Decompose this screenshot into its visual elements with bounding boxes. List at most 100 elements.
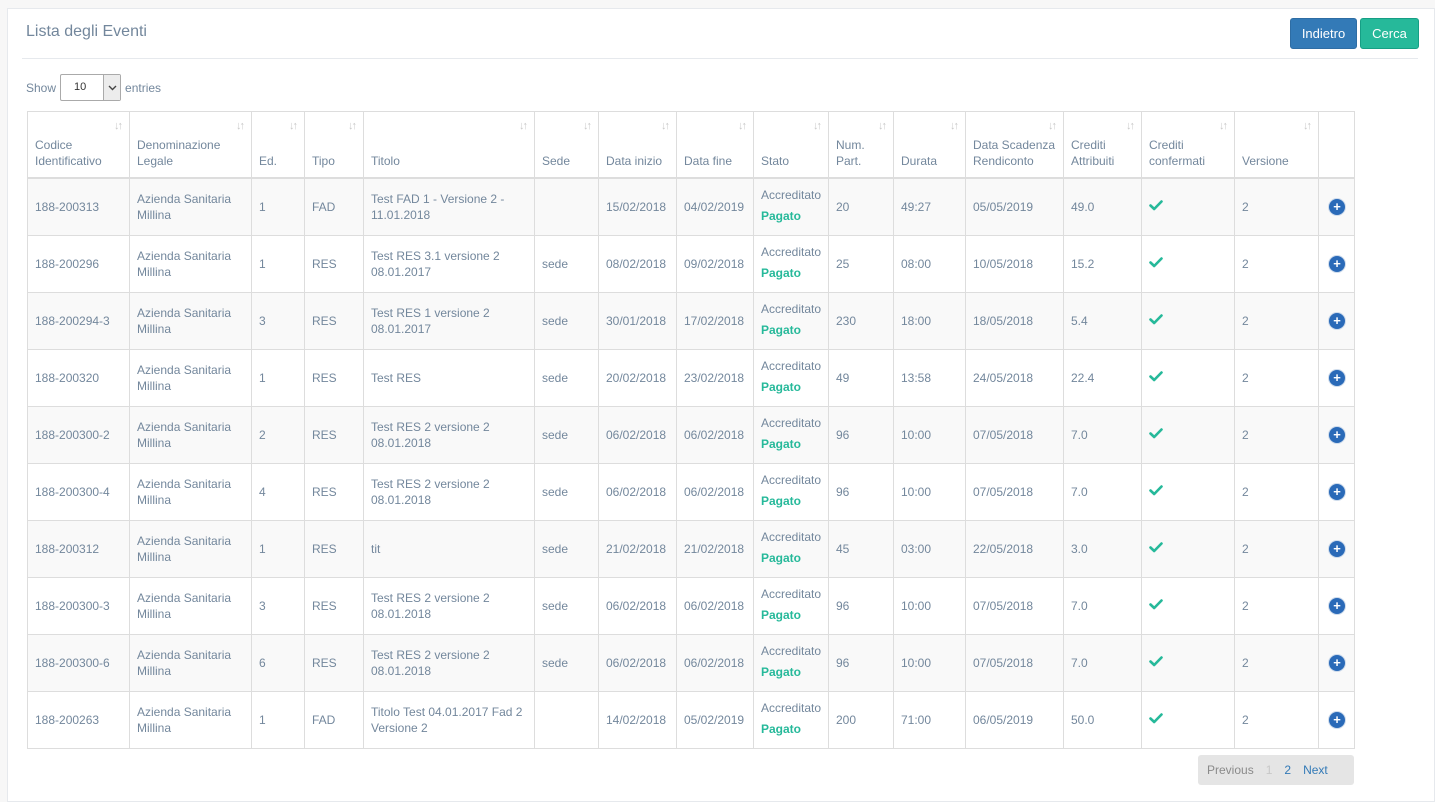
sort-icon: ↓↑: [1048, 120, 1057, 132]
cell-versione: 2: [1234, 520, 1319, 578]
cell-titolo: Test RES 2 versione 2 08.01.2018: [363, 406, 535, 464]
cell-sede: sede: [534, 577, 599, 635]
plus-circle-icon[interactable]: +: [1329, 427, 1345, 443]
table-row: 188-200300-6 Azienda Sanitaria Millina 6 RE…: [27, 634, 1355, 692]
cell-part: 96: [828, 463, 894, 521]
cell-crediti-confermati: [1141, 349, 1235, 407]
column-header[interactable]: Codice Identificativo ↓↑: [27, 111, 130, 179]
cell-stato: Accreditato Pagato: [753, 691, 829, 749]
cell-tipo: RES: [304, 520, 364, 578]
sort-icon: ↓↑: [289, 120, 298, 132]
column-header[interactable]: Data inizio ↓↑: [598, 111, 677, 179]
status-text: Accreditato: [761, 473, 822, 487]
cell-codice: 188-200263: [27, 691, 130, 749]
cell-crediti-confermati: [1141, 463, 1235, 521]
column-header-label: Versione: [1242, 153, 1289, 168]
cell-stato: Accreditato Pagato: [753, 577, 829, 635]
column-header[interactable]: Tipo ↓↑: [304, 111, 364, 179]
column-header-label: Data Scadenza Rendiconto: [973, 137, 1056, 168]
plus-circle-icon[interactable]: +: [1329, 541, 1345, 557]
cell-ed: 1: [251, 520, 305, 578]
payment-status-badge: Pagato: [761, 266, 802, 280]
cell-inizio: 20/02/2018: [598, 349, 677, 407]
column-header[interactable]: Stato ↓↑: [753, 111, 829, 179]
column-header[interactable]: Data Scadenza Rendiconto ↓↑: [965, 111, 1064, 179]
cell-actions: +: [1318, 235, 1355, 293]
column-header-label: Durata: [901, 153, 938, 168]
cell-ed: 1: [251, 235, 305, 293]
payment-status-badge: Pagato: [761, 608, 802, 622]
entries-length-control: Show 10 entries: [26, 74, 161, 101]
cell-fine: 23/02/2018: [676, 349, 754, 407]
status-text: Accreditato: [761, 644, 822, 658]
cell-part: 25: [828, 235, 894, 293]
plus-circle-icon[interactable]: +: [1329, 712, 1345, 728]
pagination: Previous 1 2 Next: [1198, 755, 1354, 785]
column-header[interactable]: Denominazione Legale ↓↑: [129, 111, 252, 179]
payment-status-badge: Pagato: [761, 380, 802, 394]
cell-fine: 05/02/2019: [676, 691, 754, 749]
cell-stato: Accreditato Pagato: [753, 520, 829, 578]
column-header[interactable]: Versione ↓↑: [1234, 111, 1319, 179]
cell-denominazione: Azienda Sanitaria Millina: [129, 177, 252, 236]
cell-crediti-confermati: [1141, 634, 1235, 692]
column-header[interactable]: Ed. ↓↑: [251, 111, 305, 179]
entries-select[interactable]: 10: [60, 74, 122, 101]
previous-page-button[interactable]: Previous: [1207, 763, 1254, 777]
column-header[interactable]: Num. Part. ↓↑: [828, 111, 894, 179]
cell-crediti: 3.0: [1063, 520, 1142, 578]
plus-circle-icon[interactable]: +: [1329, 313, 1345, 329]
plus-circle-icon[interactable]: +: [1329, 370, 1345, 386]
page-1-button[interactable]: 1: [1265, 763, 1273, 777]
cell-durata: 18:00: [893, 292, 966, 350]
cell-versione: 2: [1234, 463, 1319, 521]
cell-ed: 6: [251, 634, 305, 692]
cell-codice: 188-200313: [27, 177, 130, 236]
status-text: Accreditato: [761, 302, 822, 316]
table-row: 188-200300-2 Azienda Sanitaria Millina 2 RE…: [27, 406, 1355, 464]
cell-crediti: 49.0: [1063, 177, 1142, 236]
cell-titolo: Test RES 2 versione 2 08.01.2018: [363, 463, 535, 521]
cell-tipo: RES: [304, 349, 364, 407]
cell-scadenza: 05/05/2019: [965, 177, 1064, 236]
column-header[interactable]: Data fine ↓↑: [676, 111, 754, 179]
plus-circle-icon[interactable]: +: [1329, 256, 1345, 272]
column-header-label: Data inizio: [606, 153, 663, 168]
column-header[interactable]: Sede ↓↑: [534, 111, 599, 179]
table-row: 188-200312 Azienda Sanitaria Millina 1 RES t…: [27, 520, 1355, 578]
cell-titolo: Test RES 2 versione 2 08.01.2018: [363, 634, 535, 692]
cell-ed: 2: [251, 406, 305, 464]
plus-circle-icon[interactable]: +: [1329, 655, 1345, 671]
column-header[interactable]: Durata ↓↑: [893, 111, 966, 179]
column-header[interactable]: Crediti confermati ↓↑: [1141, 111, 1235, 179]
cell-stato: Accreditato Pagato: [753, 177, 829, 236]
page-2-button[interactable]: 2: [1284, 763, 1292, 777]
back-button[interactable]: Indietro: [1290, 18, 1357, 49]
cell-fine: 06/02/2018: [676, 463, 754, 521]
column-header[interactable]: Crediti Attribuiti ↓↑: [1063, 111, 1142, 179]
status-text: Accreditato: [761, 530, 822, 544]
plus-circle-icon[interactable]: +: [1329, 198, 1345, 215]
plus-circle-icon[interactable]: +: [1329, 484, 1345, 500]
cell-sede: sede: [534, 292, 599, 350]
cell-titolo: Test RES 2 versione 2 08.01.2018: [363, 577, 535, 635]
status-text: Accreditato: [761, 701, 822, 715]
cell-denominazione: Azienda Sanitaria Millina: [129, 691, 252, 749]
sort-icon: ↓↑: [1126, 120, 1135, 132]
chevron-down-icon: [103, 75, 121, 100]
cell-denominazione: Azienda Sanitaria Millina: [129, 406, 252, 464]
column-header-label: Crediti Attribuiti: [1071, 137, 1115, 168]
cell-scadenza: 07/05/2018: [965, 406, 1064, 464]
cell-stato: Accreditato Pagato: [753, 463, 829, 521]
next-page-button[interactable]: Next: [1303, 763, 1328, 777]
cell-titolo: Test RES 3.1 versione 2 08.01.2017: [363, 235, 535, 293]
column-header[interactable]: Titolo ↓↑: [363, 111, 535, 179]
cell-inizio: 21/02/2018: [598, 520, 677, 578]
search-button[interactable]: Cerca: [1360, 18, 1419, 49]
cell-titolo: Test RES 1 versione 2 08.01.2017: [363, 292, 535, 350]
cell-crediti-confermati: [1141, 235, 1235, 293]
cell-versione: 2: [1234, 292, 1319, 350]
cell-inizio: 06/02/2018: [598, 634, 677, 692]
plus-circle-icon[interactable]: +: [1329, 598, 1345, 614]
cell-tipo: RES: [304, 463, 364, 521]
